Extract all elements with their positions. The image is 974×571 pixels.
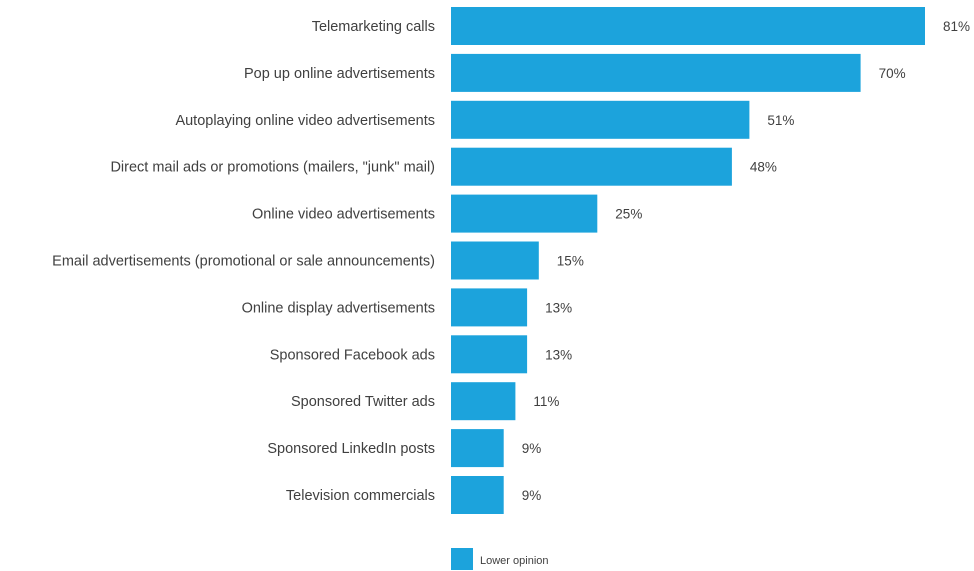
bar: [451, 288, 528, 327]
bar: [451, 429, 504, 468]
bar: [451, 241, 539, 280]
category-label: Pop up online advertisements: [244, 66, 435, 82]
category-label: Sponsored Twitter ads: [291, 394, 435, 410]
bar: [451, 147, 732, 186]
category-label: Email advertisements (promotional or sal…: [52, 254, 435, 270]
category-labels: Telemarketing calls Pop up online adverti…: [52, 19, 435, 504]
bar: [451, 335, 528, 374]
data-label: 9%: [522, 488, 542, 503]
data-label: 11%: [533, 394, 559, 409]
data-label: 51%: [767, 113, 794, 128]
data-label: 70%: [879, 66, 906, 81]
data-label: 48%: [750, 160, 777, 175]
data-label: 13%: [545, 347, 572, 362]
legend: Lower opinion: [451, 548, 549, 570]
bar: [451, 7, 925, 45]
bar: [451, 194, 598, 233]
bar: [451, 53, 861, 92]
category-label: Online display advertisements: [242, 300, 435, 316]
legend-swatch: [451, 548, 473, 570]
category-label: Autoplaying online video advertisements: [175, 113, 435, 129]
bar: [451, 476, 504, 514]
data-label: 15%: [557, 254, 584, 269]
bar: [451, 100, 750, 139]
legend-label: Lower opinion: [480, 555, 549, 567]
category-label: Sponsored Facebook ads: [270, 347, 435, 363]
category-label: Direct mail ads or promotions (mailers, …: [110, 160, 435, 176]
data-label: 9%: [522, 441, 542, 456]
data-label: 81%: [943, 19, 970, 34]
data-label: 25%: [615, 207, 642, 222]
bar: [451, 382, 516, 421]
category-label: Online video advertisements: [252, 207, 435, 223]
category-label: Sponsored LinkedIn posts: [267, 441, 435, 457]
category-label: Telemarketing calls: [312, 19, 435, 35]
value-labels: 81% 70% 51% 48% 25% 15% 13% 13% 11% 9% 9%: [522, 19, 970, 503]
bars-layer: [451, 7, 925, 514]
data-label: 13%: [545, 300, 572, 315]
category-label: Television commercials: [286, 488, 435, 504]
